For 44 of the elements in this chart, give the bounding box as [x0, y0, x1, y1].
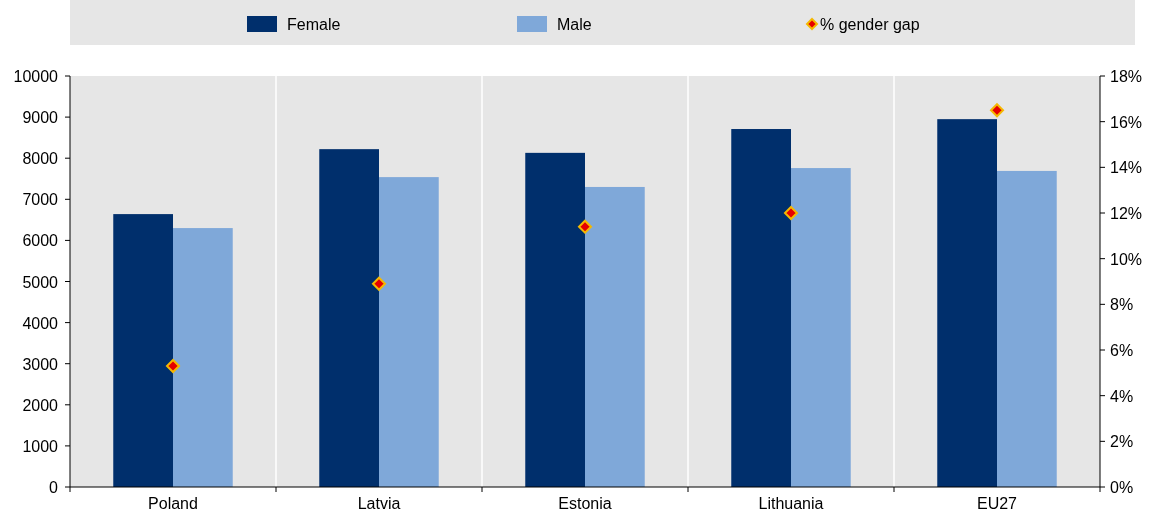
y2-tick-label: 16% [1110, 113, 1143, 131]
bar [525, 152, 585, 487]
y2-tick-label: 4% [1110, 387, 1134, 405]
x-tick-label: EU27 [976, 495, 1018, 512]
point [990, 103, 1004, 118]
y2-tick-label: 6% [1110, 342, 1134, 359]
bar [937, 119, 997, 487]
y-tick-label: 2000 [22, 396, 59, 414]
y-tick-label: 3000 [22, 355, 59, 373]
legend-label: % gender gap [820, 16, 920, 33]
y-tick-label: 4000 [22, 314, 59, 332]
bar [379, 177, 439, 487]
x-tick-label: Lithuania [758, 495, 824, 512]
x-tick-label: Latvia [357, 495, 401, 512]
y2-tick-label: 12% [1110, 205, 1143, 222]
point [372, 276, 386, 291]
y2-tick-label: 10% [1110, 250, 1143, 268]
y-tick-label: 9000 [22, 109, 59, 127]
y-tick-label: 1000 [22, 437, 59, 455]
bar [731, 129, 791, 487]
point [578, 219, 592, 234]
y-tick-label: 10000 [13, 68, 59, 85]
bar [791, 168, 851, 487]
y-tick-label: 8000 [22, 150, 59, 168]
point [166, 358, 180, 373]
legend-label: Female [287, 16, 341, 33]
bar [173, 228, 233, 487]
y-tick-label: 5000 [22, 273, 59, 291]
y-tick-label: 0 [49, 479, 59, 496]
y2-tick-label: 18% [1110, 68, 1143, 85]
y2-tick-label: 2% [1110, 433, 1134, 451]
bar [319, 149, 379, 487]
y2-tick-label: 0% [1110, 479, 1134, 496]
y-tick-label: 7000 [22, 191, 59, 209]
y2-tick-label: 8% [1110, 296, 1134, 314]
x-tick-label: Estonia [558, 495, 612, 512]
y-tick-label: 6000 [22, 232, 59, 250]
legend-label: Male [557, 16, 592, 33]
x-tick-label: Poland [148, 495, 198, 512]
bar [997, 170, 1057, 487]
bar [113, 214, 173, 487]
point [784, 206, 798, 220]
y2-tick-label: 14% [1110, 159, 1143, 177]
bar [585, 186, 645, 487]
